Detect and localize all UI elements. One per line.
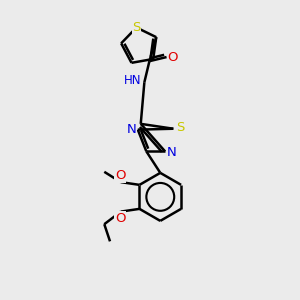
Text: O: O (115, 212, 125, 224)
Text: S: S (132, 21, 141, 34)
Text: O: O (168, 51, 178, 64)
Text: N: N (167, 146, 176, 159)
Text: S: S (176, 121, 185, 134)
Text: O: O (115, 169, 125, 182)
Text: HN: HN (124, 74, 141, 87)
Text: N: N (127, 123, 136, 136)
